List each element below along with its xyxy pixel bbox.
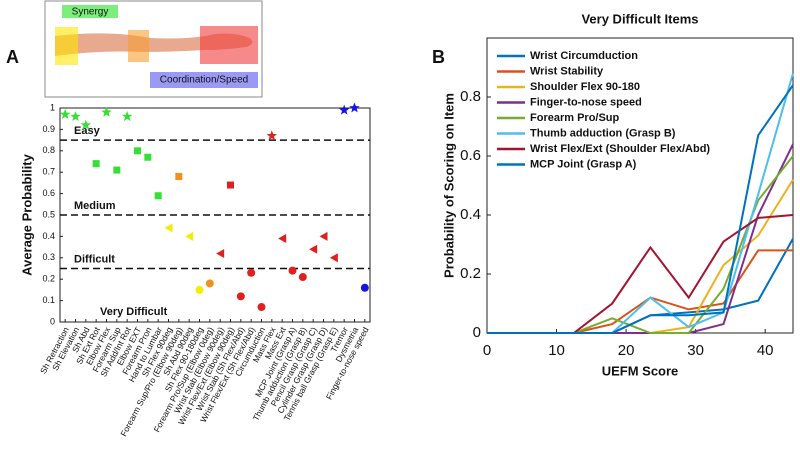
- triangle-marker: [216, 249, 225, 259]
- star-marker: [59, 108, 71, 119]
- x-tick-label: 40: [757, 342, 774, 359]
- shoulder-region: [55, 27, 78, 65]
- region-label: Medium: [74, 200, 116, 212]
- arm-diagram: Synergy Coordination/Speed: [44, 0, 263, 98]
- star-marker: [338, 104, 350, 115]
- square-marker: [227, 181, 234, 189]
- y-tick-label: 0.7: [42, 167, 55, 177]
- legend-label: Wrist Flex/Ext (Shoulder Flex/Abd): [530, 143, 710, 155]
- circle-marker: [205, 279, 214, 288]
- circle-marker: [360, 283, 369, 292]
- region-label: Very Difficult: [100, 306, 168, 318]
- region-label: Easy: [74, 125, 101, 137]
- elbow-region: [128, 30, 149, 62]
- y-tick-label: 0: [473, 324, 481, 341]
- circle-marker: [247, 268, 256, 277]
- legend-label: Forearm Pro/Sup: [530, 112, 620, 124]
- legend-label: Wrist Circumduction: [530, 50, 638, 62]
- hand-region: [200, 26, 258, 64]
- circle-marker: [257, 303, 266, 312]
- y-tick-label: 0: [50, 316, 55, 326]
- synergy-tag: [62, 5, 118, 18]
- y-tick-label: 1: [50, 102, 55, 112]
- y-tick-label: 0.1: [42, 295, 55, 305]
- y-tick-label: 0.4: [42, 231, 55, 241]
- star-marker: [101, 106, 112, 117]
- panel-label: B: [432, 47, 445, 67]
- square-marker: [175, 172, 183, 180]
- circle-marker: [236, 292, 245, 301]
- triangle-marker: [329, 253, 338, 263]
- legend-label: MCP Joint (Grasp A): [530, 158, 637, 170]
- synergy-label: Synergy: [72, 7, 109, 18]
- circle-marker: [298, 273, 307, 282]
- legend-label: Shoulder Flex 90-180: [530, 81, 640, 93]
- chart-title: Very Difficult Items: [581, 11, 698, 26]
- star-marker: [70, 111, 81, 121]
- y-tick-label: 0.3: [42, 252, 55, 262]
- square-marker: [154, 192, 162, 200]
- y-tick-label: 0.2: [460, 265, 481, 282]
- y-axis-label: Probability of Scoring on Item: [441, 93, 456, 278]
- star-marker: [80, 119, 92, 130]
- y-tick-label: 0.6: [460, 147, 481, 164]
- panel-label: A: [6, 47, 19, 67]
- series-line: [487, 179, 794, 334]
- coordination-tag: [150, 72, 258, 88]
- x-tick-label: 0: [483, 342, 491, 359]
- y-axis-label: Average Probability: [19, 153, 34, 275]
- square-marker: [134, 147, 141, 155]
- square-marker: [113, 166, 121, 174]
- x-tick-label: 20: [618, 342, 635, 359]
- legend-label: Wrist Stability: [530, 65, 604, 77]
- circle-marker: [288, 266, 297, 275]
- triangle-marker: [278, 234, 287, 244]
- square-marker: [92, 160, 100, 168]
- legend-label: Thumb adduction (Grasp B): [530, 127, 676, 139]
- triangle-marker: [319, 231, 328, 241]
- region-label: Difficult: [74, 253, 115, 265]
- coordination-label: Coordination/Speed: [160, 75, 248, 86]
- square-marker: [144, 153, 152, 161]
- triangle-marker: [185, 231, 194, 241]
- y-tick-label: 0.2: [42, 274, 55, 284]
- x-tick-label: 10: [548, 342, 565, 359]
- y-tick-label: 0.8: [460, 88, 481, 105]
- x-tick-label: 30: [687, 342, 704, 359]
- y-tick-label: 0.5: [42, 209, 55, 219]
- triangle-marker: [309, 244, 318, 254]
- series-line: [487, 84, 794, 334]
- series-line: [487, 214, 794, 334]
- star-marker: [349, 102, 360, 113]
- circle-marker: [195, 285, 204, 294]
- legend-label: Finger-to-nose speed: [530, 96, 642, 108]
- x-axis-label: UEFM Score: [602, 363, 679, 378]
- y-tick-label: 0.4: [460, 206, 481, 223]
- y-tick-label: 0.8: [42, 145, 55, 155]
- y-tick-label: 0.6: [42, 188, 55, 198]
- y-tick-label: 0.9: [42, 124, 55, 134]
- star-marker: [121, 111, 133, 121]
- star-marker: [266, 130, 278, 141]
- triangle-marker: [164, 223, 173, 233]
